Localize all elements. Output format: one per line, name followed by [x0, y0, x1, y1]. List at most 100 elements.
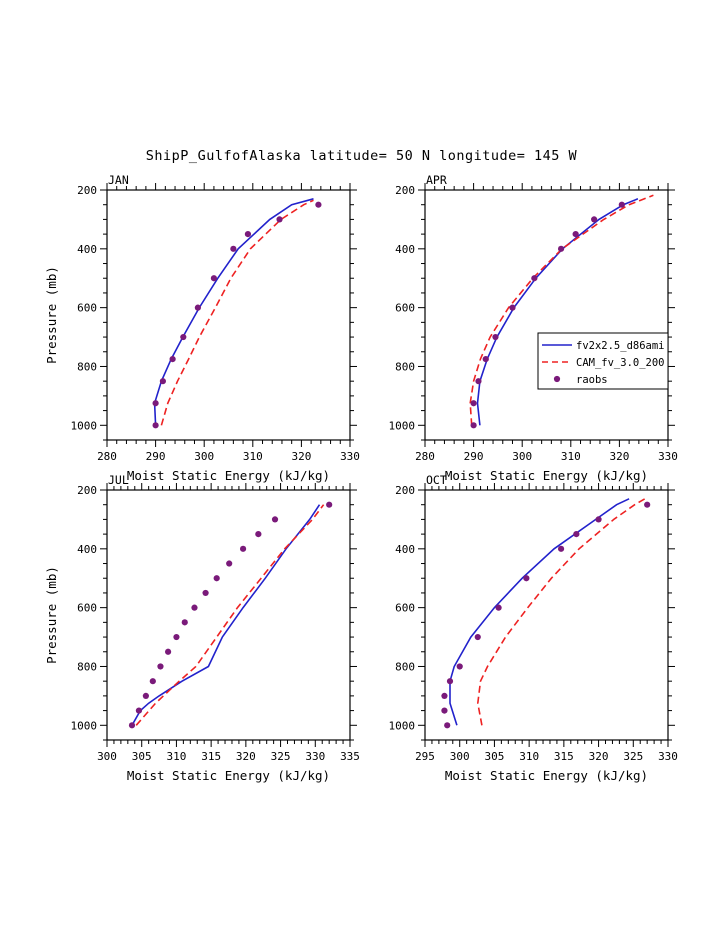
x-tick-label: 305 [132, 750, 152, 763]
x-tick-label: 310 [561, 450, 581, 463]
panel-month-label: JAN [108, 173, 129, 187]
axis-box [424, 189, 669, 441]
raobs-dot [271, 516, 279, 523]
x-axis-title: Moist Static Energy (kJ/kg) [127, 468, 330, 483]
raobs-dot [595, 516, 602, 523]
x-tick-label: 310 [243, 450, 263, 463]
raobs-dot [255, 531, 262, 538]
raobs-dot [531, 275, 538, 282]
raobs-dot [142, 692, 149, 699]
panel-jan: Pressure (mb) [44, 183, 357, 447]
model-line-solid [131, 504, 321, 726]
y-tick-label: 400 [77, 243, 97, 256]
x-tick-label: 320 [236, 750, 256, 763]
x-tick-label: 315 [201, 750, 221, 763]
model-line-dashed [135, 504, 325, 726]
panel-month-label: OCT [426, 473, 447, 487]
y-tick-label: 800 [77, 360, 97, 373]
x-tick-label: 280 [97, 450, 117, 463]
x-tick-label: 330 [658, 450, 678, 463]
x-tick-label: 300 [450, 750, 470, 763]
raobs-dot [244, 231, 252, 238]
model-line-dashed [476, 496, 648, 726]
legend-label: CAM_fv_3.0_200 [576, 357, 665, 369]
raobs-dot [213, 575, 220, 582]
y-tick-label: 600 [77, 602, 97, 615]
y-tick-label: 800 [77, 660, 97, 673]
raobs-dot [159, 378, 166, 385]
raobs-dot [128, 722, 136, 729]
x-tick-label: 310 [166, 750, 186, 763]
x-tick-label: 290 [464, 450, 484, 463]
axis-box [106, 489, 351, 741]
raobs-dot [446, 678, 454, 685]
x-axis-title: Moist Static Energy (kJ/kg) [445, 768, 648, 783]
x-tick-label: 320 [609, 450, 629, 463]
x-tick-label: 295 [415, 750, 435, 763]
legend-dot-sample [553, 375, 561, 383]
model-line-solid [153, 198, 314, 426]
raobs-dot [210, 275, 218, 282]
raobs-dot [470, 422, 477, 429]
raobs-dot [557, 245, 565, 252]
model-line-dashed [160, 199, 314, 426]
y-axis-title: Pressure (mb) [44, 266, 59, 364]
x-axis-title: Moist Static Energy (kJ/kg) [445, 468, 648, 483]
panel-month-label: JUL [108, 473, 129, 487]
model-line-solid [449, 498, 630, 726]
y-tick-label: 600 [77, 302, 97, 315]
y-tick-label: 1000 [389, 419, 416, 432]
raobs-dot [276, 216, 283, 223]
x-tick-label: 335 [340, 750, 360, 763]
x-tick-label: 300 [512, 450, 532, 463]
raobs-dot [475, 378, 482, 385]
y-tick-label: 400 [77, 543, 97, 556]
raobs-dot [444, 722, 451, 729]
raobs-dot [470, 400, 477, 407]
raobs-dot [644, 501, 651, 508]
raobs-dot [169, 356, 176, 363]
y-tick-label: 200 [395, 184, 415, 197]
panel-month-label: APR [426, 173, 447, 187]
raobs-dot [591, 216, 598, 223]
y-tick-label: 400 [395, 543, 415, 556]
panel-jul: Pressure (mb) [44, 483, 357, 747]
x-tick-label: 315 [554, 750, 574, 763]
axis-box [424, 489, 669, 741]
raobs-dot [180, 333, 187, 341]
raobs-dot [557, 545, 565, 552]
y-tick-label: 400 [395, 243, 415, 256]
raobs-dot [523, 575, 530, 582]
y-tick-label: 200 [77, 184, 97, 197]
x-tick-label: 305 [484, 750, 504, 763]
raobs-dot [149, 678, 156, 685]
x-tick-label: 330 [305, 750, 325, 763]
y-tick-label: 800 [395, 660, 415, 673]
panel-oct [418, 483, 675, 747]
raobs-dot [181, 619, 188, 626]
raobs-dot [618, 201, 625, 208]
model-line-solid [476, 198, 639, 426]
raobs-dot [157, 663, 164, 670]
x-axis-title: Moist Static Energy (kJ/kg) [127, 768, 330, 783]
legend-label: raobs [576, 374, 608, 386]
x-tick-label: 280 [415, 450, 435, 463]
figure-title: ShipP_GulfofAlaska latitude= 50 N longit… [145, 148, 578, 164]
x-tick-label: 330 [658, 750, 678, 763]
raobs-dot [173, 633, 180, 641]
x-tick-label: 320 [589, 750, 609, 763]
raobs-dot [573, 531, 580, 538]
x-tick-label: 320 [291, 450, 311, 463]
panel-apr [418, 183, 675, 447]
raobs-dot [456, 663, 463, 670]
raobs-dot [509, 304, 516, 311]
raobs-dot [495, 604, 502, 611]
x-tick-label: 310 [519, 750, 539, 763]
raobs-dot [326, 501, 333, 508]
x-tick-label: 330 [340, 450, 360, 463]
raobs-dot [572, 231, 579, 238]
raobs-dot [164, 648, 172, 655]
x-tick-label: 300 [194, 450, 214, 463]
raobs-dot [152, 422, 159, 429]
